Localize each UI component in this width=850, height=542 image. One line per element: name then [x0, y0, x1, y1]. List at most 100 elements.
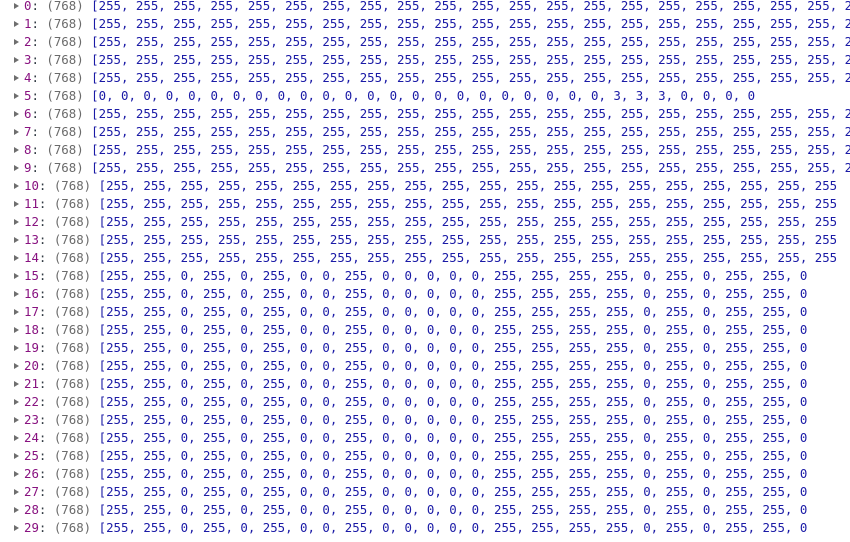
- array-values-preview: [255, 255, 0, 255, 0, 255, 0, 0, 255, 0,…: [98, 376, 808, 391]
- length-gap: [91, 285, 98, 303]
- row-index: 22: [24, 394, 39, 409]
- expand-triangle-icon[interactable]: [14, 327, 19, 333]
- console-array-row[interactable]: 21: (768) [255, 255, 0, 255, 0, 255, 0, …: [0, 375, 807, 393]
- expand-triangle-icon[interactable]: [14, 363, 19, 369]
- console-array-row[interactable]: 28: (768) [255, 255, 0, 255, 0, 255, 0, …: [0, 501, 807, 519]
- array-length: (768): [53, 502, 92, 517]
- expand-triangle-icon[interactable]: [14, 435, 19, 441]
- expand-triangle-icon[interactable]: [14, 93, 19, 99]
- console-array-row[interactable]: 5: (768) [0, 0, 0, 0, 0, 0, 0, 0, 0, 0, …: [0, 87, 755, 105]
- row-index: 29: [24, 520, 39, 535]
- console-array-row[interactable]: 9: (768) [255, 255, 255, 255, 255, 255, …: [0, 159, 850, 177]
- length-gap: [91, 231, 98, 249]
- index-separator: :: [38, 502, 54, 517]
- index-separator: :: [31, 106, 47, 121]
- console-array-row[interactable]: 24: (768) [255, 255, 0, 255, 0, 255, 0, …: [0, 429, 807, 447]
- array-length: (768): [53, 268, 92, 283]
- expand-triangle-icon[interactable]: [14, 111, 19, 117]
- expand-triangle-icon[interactable]: [14, 201, 19, 207]
- length-gap: [84, 0, 91, 15]
- console-array-row[interactable]: 1: (768) [255, 255, 255, 255, 255, 255, …: [0, 15, 850, 33]
- expand-triangle-icon[interactable]: [14, 381, 19, 387]
- expand-triangle-icon[interactable]: [14, 453, 19, 459]
- console-array-row[interactable]: 11: (768) [255, 255, 255, 255, 255, 255,…: [0, 195, 837, 213]
- expand-triangle-icon[interactable]: [14, 75, 19, 81]
- row-index: 10: [24, 178, 39, 193]
- console-array-row[interactable]: 10: (768) [255, 255, 255, 255, 255, 255,…: [0, 177, 837, 195]
- expand-triangle-icon[interactable]: [14, 165, 19, 171]
- console-array-row[interactable]: 2: (768) [255, 255, 255, 255, 255, 255, …: [0, 33, 850, 51]
- console-array-row[interactable]: 8: (768) [255, 255, 255, 255, 255, 255, …: [0, 141, 850, 159]
- console-array-row[interactable]: 16: (768) [255, 255, 0, 255, 0, 255, 0, …: [0, 285, 807, 303]
- console-array-row[interactable]: 15: (768) [255, 255, 0, 255, 0, 255, 0, …: [0, 267, 807, 285]
- expand-triangle-icon[interactable]: [14, 255, 19, 261]
- index-separator: :: [31, 0, 47, 13]
- expand-triangle-icon[interactable]: [14, 309, 19, 315]
- console-array-row[interactable]: 13: (768) [255, 255, 255, 255, 255, 255,…: [0, 231, 837, 249]
- length-gap: [91, 501, 98, 519]
- expand-triangle-icon[interactable]: [14, 471, 19, 477]
- console-array-row[interactable]: 3: (768) [255, 255, 255, 255, 255, 255, …: [0, 51, 850, 69]
- console-array-row[interactable]: 12: (768) [255, 255, 255, 255, 255, 255,…: [0, 213, 837, 231]
- expand-triangle-icon[interactable]: [14, 129, 19, 135]
- expand-triangle-icon[interactable]: [14, 345, 19, 351]
- array-values-preview: [255, 255, 255, 255, 255, 255, 255, 255,…: [91, 124, 850, 139]
- expand-triangle-icon[interactable]: [14, 273, 19, 279]
- console-array-row[interactable]: 23: (768) [255, 255, 0, 255, 0, 255, 0, …: [0, 411, 807, 429]
- array-length: (768): [53, 232, 92, 247]
- length-gap: [84, 141, 91, 159]
- row-index: 24: [24, 430, 39, 445]
- array-length: (768): [53, 358, 92, 373]
- row-index: 13: [24, 232, 39, 247]
- expand-triangle-icon[interactable]: [14, 237, 19, 243]
- index-separator: :: [31, 142, 47, 157]
- array-length: (768): [53, 430, 92, 445]
- length-gap: [91, 411, 98, 429]
- console-array-row[interactable]: 27: (768) [255, 255, 0, 255, 0, 255, 0, …: [0, 483, 807, 501]
- row-index: 21: [24, 376, 39, 391]
- row-index: 27: [24, 484, 39, 499]
- console-array-row[interactable]: 6: (768) [255, 255, 255, 255, 255, 255, …: [0, 105, 850, 123]
- expand-triangle-icon[interactable]: [14, 39, 19, 45]
- index-separator: :: [38, 394, 54, 409]
- array-length: (768): [46, 0, 84, 13]
- expand-triangle-icon[interactable]: [14, 183, 19, 189]
- row-index: 15: [24, 268, 39, 283]
- array-length: (768): [46, 88, 84, 103]
- length-gap: [91, 393, 98, 411]
- expand-triangle-icon[interactable]: [14, 21, 19, 27]
- array-values-preview: [255, 255, 0, 255, 0, 255, 0, 0, 255, 0,…: [98, 358, 808, 373]
- expand-triangle-icon[interactable]: [14, 489, 19, 495]
- expand-triangle-icon[interactable]: [14, 507, 19, 513]
- row-index: 7: [24, 124, 32, 139]
- length-gap: [91, 249, 98, 267]
- expand-triangle-icon[interactable]: [14, 399, 19, 405]
- expand-triangle-icon[interactable]: [14, 417, 19, 423]
- console-array-row[interactable]: 4: (768) [255, 255, 255, 255, 255, 255, …: [0, 69, 850, 87]
- length-gap: [91, 357, 98, 375]
- console-array-row[interactable]: 14: (768) [255, 255, 255, 255, 255, 255,…: [0, 249, 837, 267]
- expand-triangle-icon[interactable]: [14, 147, 19, 153]
- console-array-row[interactable]: 18: (768) [255, 255, 0, 255, 0, 255, 0, …: [0, 321, 807, 339]
- expand-triangle-icon[interactable]: [14, 219, 19, 225]
- console-array-row[interactable]: 19: (768) [255, 255, 0, 255, 0, 255, 0, …: [0, 339, 807, 357]
- array-length: (768): [53, 196, 92, 211]
- console-array-row[interactable]: 29: (768) [255, 255, 0, 255, 0, 255, 0, …: [0, 519, 807, 537]
- expand-triangle-icon[interactable]: [14, 3, 19, 9]
- console-array-row[interactable]: 26: (768) [255, 255, 0, 255, 0, 255, 0, …: [0, 465, 807, 483]
- expand-triangle-icon[interactable]: [14, 525, 19, 531]
- expand-triangle-icon[interactable]: [14, 291, 19, 297]
- array-length: (768): [46, 142, 84, 157]
- expand-triangle-icon[interactable]: [14, 57, 19, 63]
- console-array-row[interactable]: 20: (768) [255, 255, 0, 255, 0, 255, 0, …: [0, 357, 807, 375]
- row-index: 11: [24, 196, 39, 211]
- console-array-row[interactable]: 25: (768) [255, 255, 0, 255, 0, 255, 0, …: [0, 447, 807, 465]
- array-values-preview: [255, 255, 0, 255, 0, 255, 0, 0, 255, 0,…: [98, 430, 808, 445]
- console-array-row[interactable]: 17: (768) [255, 255, 0, 255, 0, 255, 0, …: [0, 303, 807, 321]
- row-index: 14: [24, 250, 39, 265]
- length-gap: [84, 15, 91, 33]
- console-array-row[interactable]: 22: (768) [255, 255, 0, 255, 0, 255, 0, …: [0, 393, 807, 411]
- length-gap: [91, 519, 98, 537]
- console-array-row[interactable]: 7: (768) [255, 255, 255, 255, 255, 255, …: [0, 123, 850, 141]
- console-array-row[interactable]: 0: (768) [255, 255, 255, 255, 255, 255, …: [0, 0, 850, 15]
